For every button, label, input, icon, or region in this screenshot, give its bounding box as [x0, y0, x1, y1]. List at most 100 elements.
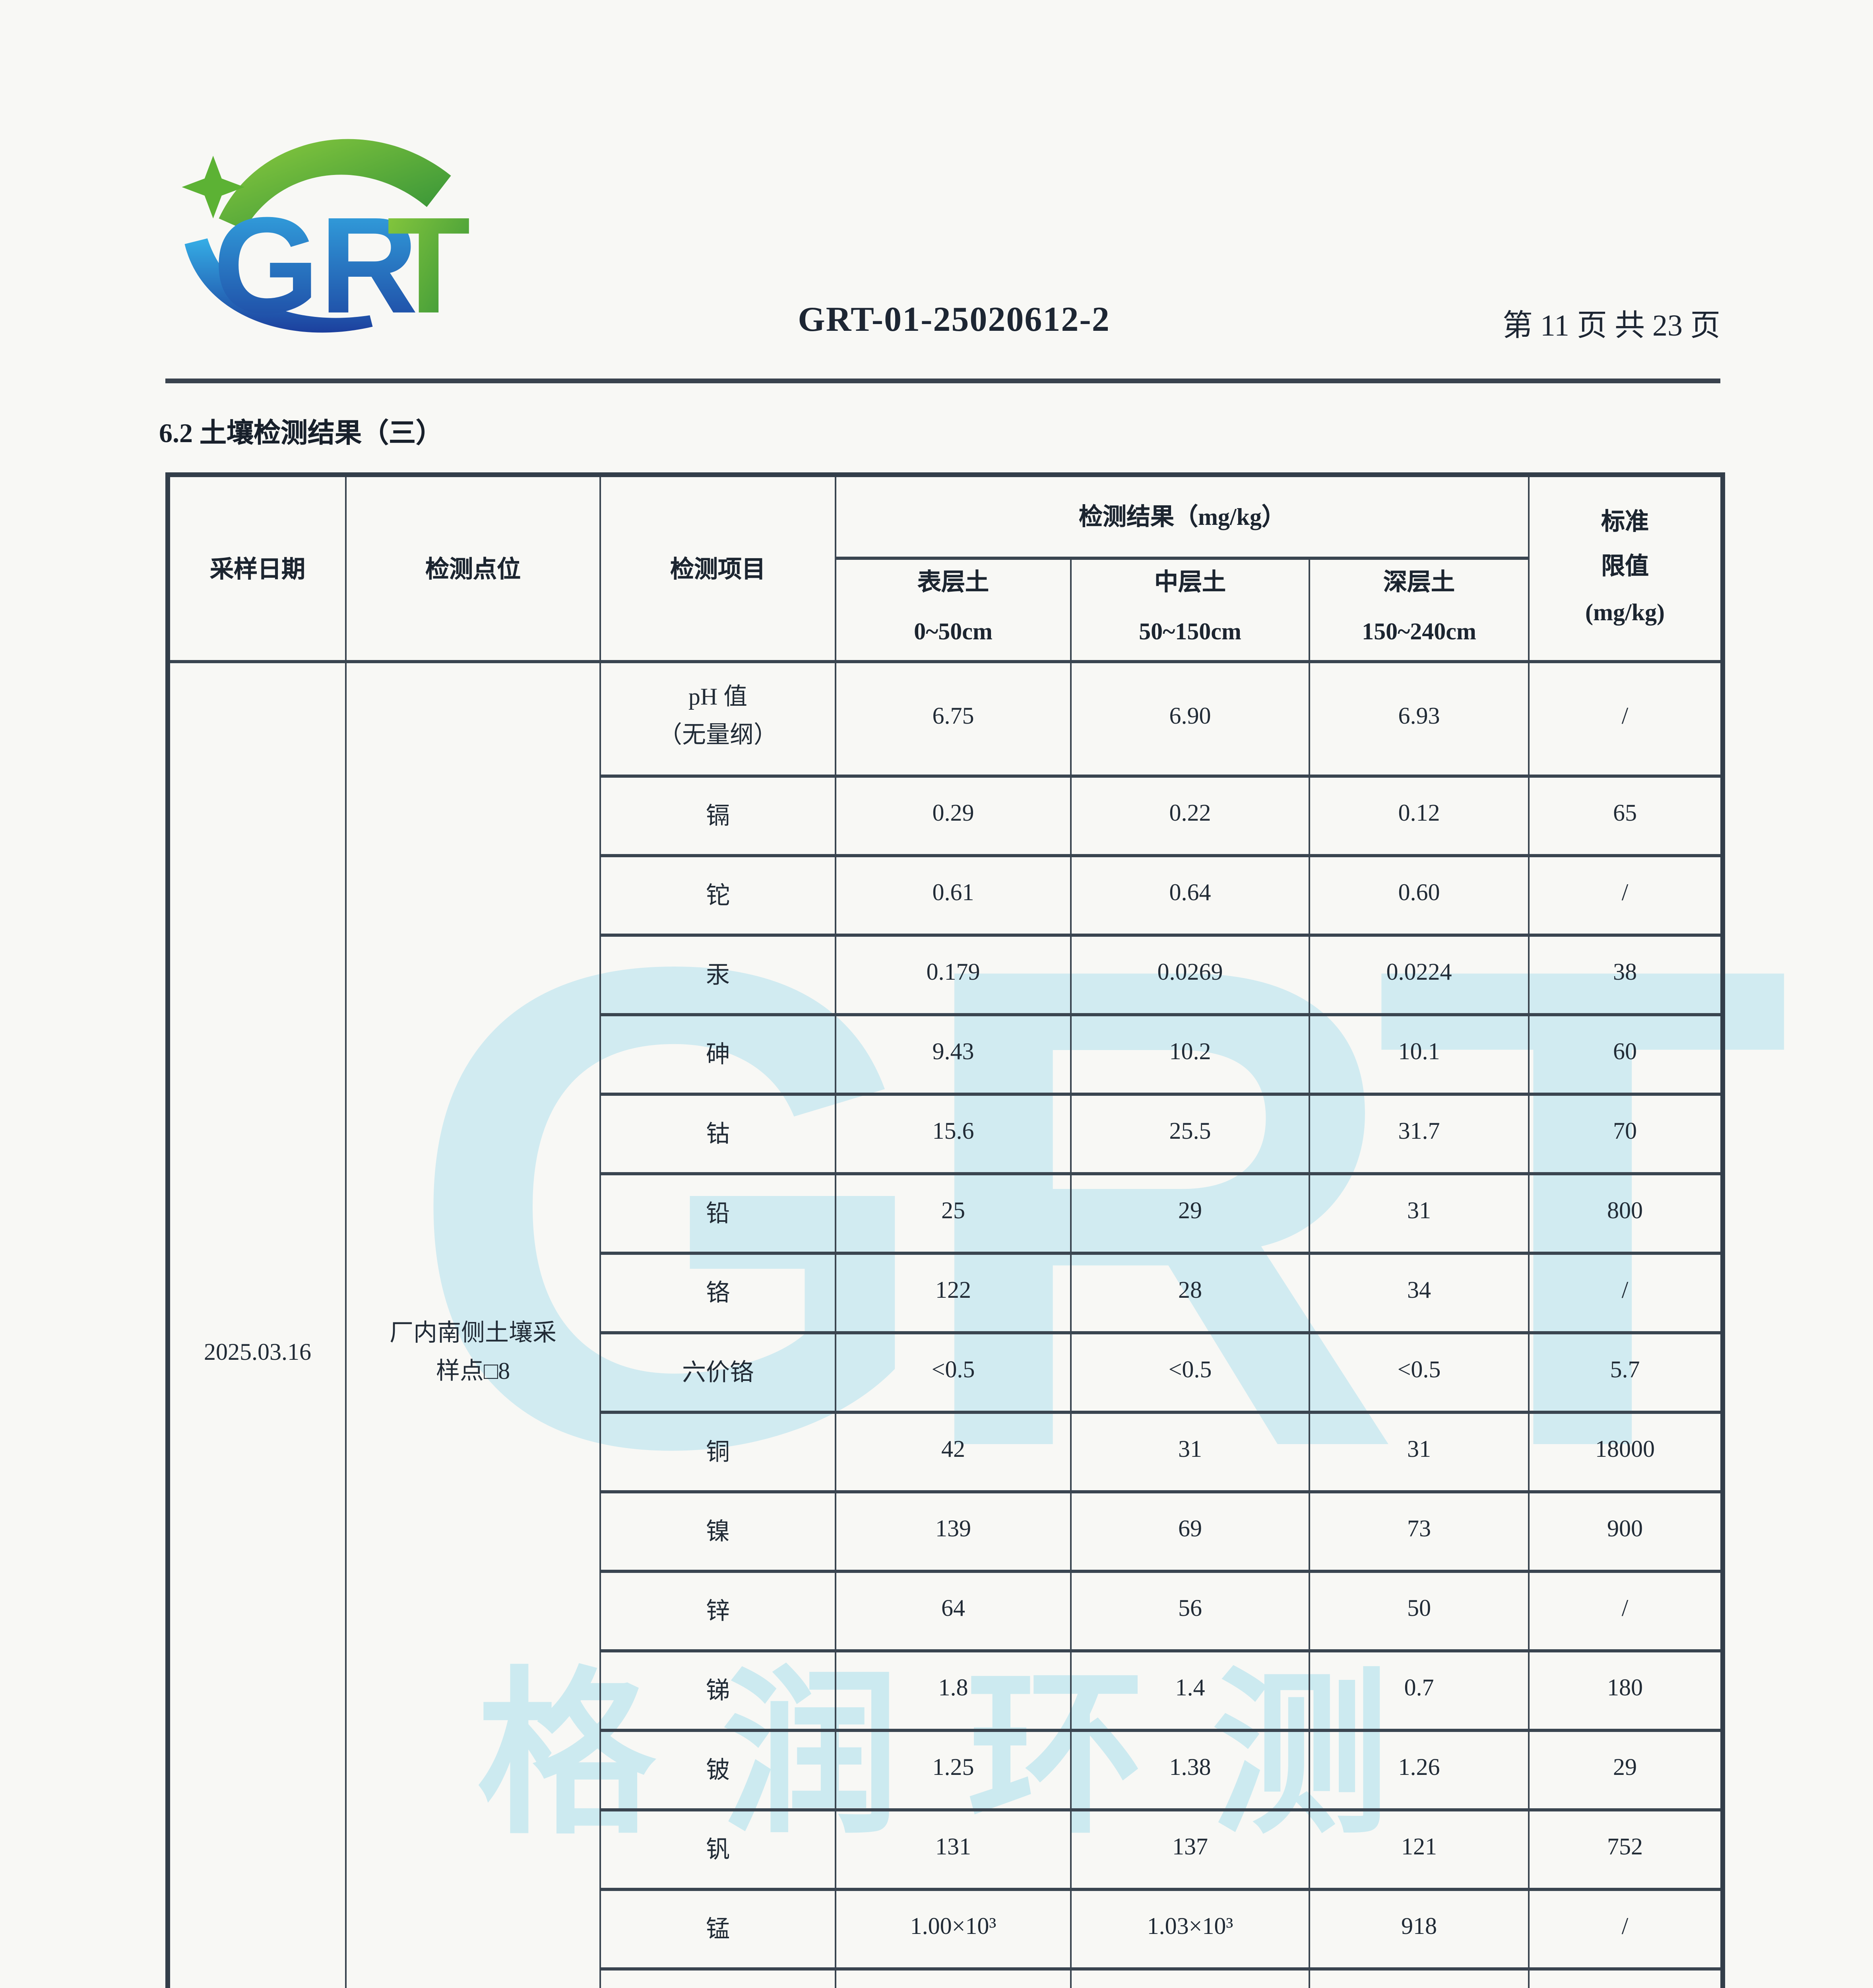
middle-label: 中层土: [1154, 570, 1226, 596]
value-limit: /: [1528, 1251, 1724, 1334]
logo-star: [182, 155, 244, 219]
value-limit: /: [1528, 1967, 1724, 1988]
item-cell: 砷: [599, 1012, 836, 1095]
table-row: 铍 1.25 1.38 1.26 29: [168, 1728, 1724, 1811]
value-surface: 42: [835, 1410, 1072, 1493]
value-surface: 498: [835, 1967, 1072, 1988]
value-surface: 1.8: [835, 1648, 1072, 1731]
limit-unit: (mg/kg): [1585, 600, 1665, 626]
value-surface: 131: [835, 1807, 1072, 1890]
value-middle: 28: [1070, 1251, 1310, 1334]
value-surface: <0.5: [835, 1330, 1072, 1413]
col-header-middle: 中层土 50~150cm: [1070, 556, 1310, 662]
section-title: 6.2 土壤检测结果（三）: [159, 418, 443, 448]
value-limit: 38: [1528, 933, 1724, 1015]
surface-depth: 0~50cm: [914, 620, 993, 646]
value-limit: /: [1528, 853, 1724, 936]
table-row: 铊 0.61 0.64 0.60 /: [168, 853, 1724, 936]
item-cell: 锌: [599, 1569, 836, 1652]
sample-point-cell: 厂内南侧土壤采 样点□8: [345, 659, 601, 1988]
table-header-row-1: 采样日期 检测点位 检测项目 检测结果（mg/kg） 标准 限值 (mg/kg): [167, 473, 1724, 662]
value-middle: 0.22: [1070, 774, 1310, 856]
page-number-info: 第 11 页 共 23 页: [1502, 310, 1720, 344]
value-deep: 0.12: [1309, 774, 1530, 856]
value-limit: 752: [1528, 1807, 1724, 1890]
value-middle: 1.38: [1070, 1728, 1310, 1811]
point-line-1: 厂内南侧土壤采: [389, 1322, 556, 1347]
value-surface: 122: [835, 1251, 1072, 1334]
item-cell: 铍: [599, 1728, 836, 1811]
grt-logo: GR T: [182, 139, 470, 342]
table-row: 铜 42 31 31 18000: [168, 1410, 1724, 1493]
value-middle: 513: [1070, 1967, 1310, 1988]
svg-text:GR: GR: [213, 189, 418, 342]
value-deep: 1.26: [1309, 1728, 1530, 1811]
value-limit: 5.7: [1528, 1330, 1724, 1413]
item-cell: 钒: [599, 1807, 836, 1890]
table-row: 六价铬 <0.5 <0.5 <0.5 5.7: [168, 1330, 1724, 1413]
deep-depth: 150~240cm: [1362, 620, 1476, 646]
results-table-container: 采样日期 检测点位 检测项目 检测结果（mg/kg） 标准 限值 (mg/kg)…: [165, 472, 1725, 1988]
value-deep: 0.7: [1309, 1648, 1530, 1731]
value-limit: 60: [1528, 1012, 1724, 1095]
table-row: 镉 0.29 0.22 0.12 65: [168, 774, 1724, 856]
table-row: 铬 122 28 34 /: [168, 1251, 1724, 1334]
item-cell: 镍: [599, 1489, 836, 1572]
value-deep: 10.1: [1309, 1012, 1530, 1095]
value-limit: 900: [1528, 1489, 1724, 1572]
value-middle: 69: [1070, 1489, 1310, 1572]
middle-depth: 50~150cm: [1139, 620, 1241, 646]
value-deep: 918: [1309, 1887, 1530, 1970]
table-row: 砷 9.43 10.2 10.1 60: [168, 1012, 1724, 1095]
col-header-surface: 表层土 0~50cm: [835, 556, 1072, 662]
item-cell: 铜: [599, 1410, 836, 1493]
value-middle: 29: [1070, 1171, 1310, 1254]
value-deep: 457: [1309, 1967, 1530, 1988]
value-surface: 6.75: [835, 659, 1072, 777]
col-header-sample-date: 采样日期: [167, 473, 347, 662]
item-cell: 锑: [599, 1648, 836, 1731]
value-surface: 25: [835, 1171, 1072, 1254]
col-header-deep: 深层土 150~240cm: [1309, 556, 1530, 662]
value-deep: 31: [1309, 1171, 1530, 1254]
value-middle: 1.03×10³: [1070, 1887, 1310, 1970]
item-cell: 钴: [599, 1092, 836, 1175]
value-middle: 10.2: [1070, 1012, 1310, 1095]
limit-label-1: 标准: [1601, 510, 1649, 535]
table-row: 锑 1.8 1.4 0.7 180: [168, 1648, 1724, 1731]
value-limit: /: [1528, 1569, 1724, 1652]
item-name: pH 值: [688, 686, 748, 711]
value-limit: 70: [1528, 1092, 1724, 1175]
header-divider: [165, 379, 1720, 383]
value-deep: 6.93: [1309, 659, 1530, 777]
value-middle: 56: [1070, 1569, 1310, 1652]
value-middle: 31: [1070, 1410, 1310, 1493]
logo-bottom-swoosh: [184, 238, 373, 333]
sample-date-cell: 2025.03.16: [167, 659, 347, 1988]
value-deep: 121: [1309, 1807, 1530, 1890]
table-row: 2025.03.16 厂内南侧土壤采 样点□8 pH 值 （无量纲） 6.75 …: [167, 659, 1724, 1988]
item-cell: 铊: [599, 853, 836, 936]
item-cell: 铬: [599, 1251, 836, 1334]
value-limit: /: [1528, 659, 1724, 777]
value-surface: 139: [835, 1489, 1072, 1572]
value-deep: 34: [1309, 1251, 1530, 1334]
item-name-2: （无量纲）: [658, 723, 778, 748]
deep-label: 深层土: [1383, 570, 1455, 596]
item-cell: 六价铬: [599, 1330, 836, 1413]
value-surface: 15.6: [835, 1092, 1072, 1175]
table-row: 钴 15.6 25.5 31.7 70: [168, 1092, 1724, 1175]
table-row: 铅 25 29 31 800: [168, 1171, 1724, 1254]
surface-label: 表层土: [917, 570, 989, 596]
value-surface: 0.61: [835, 853, 1072, 936]
table-row: 钒 131 137 121 752: [168, 1807, 1724, 1890]
value-middle: 1.4: [1070, 1648, 1310, 1731]
value-limit: 180: [1528, 1648, 1724, 1731]
value-limit: /: [1528, 1887, 1724, 1970]
value-limit: 65: [1528, 774, 1724, 856]
value-deep: 31: [1309, 1410, 1530, 1493]
value-middle: 25.5: [1070, 1092, 1310, 1175]
table-row: 锌 64 56 50 /: [168, 1569, 1724, 1652]
value-surface: 0.29: [835, 774, 1072, 856]
item-cell: pH 值 （无量纲）: [599, 659, 836, 777]
